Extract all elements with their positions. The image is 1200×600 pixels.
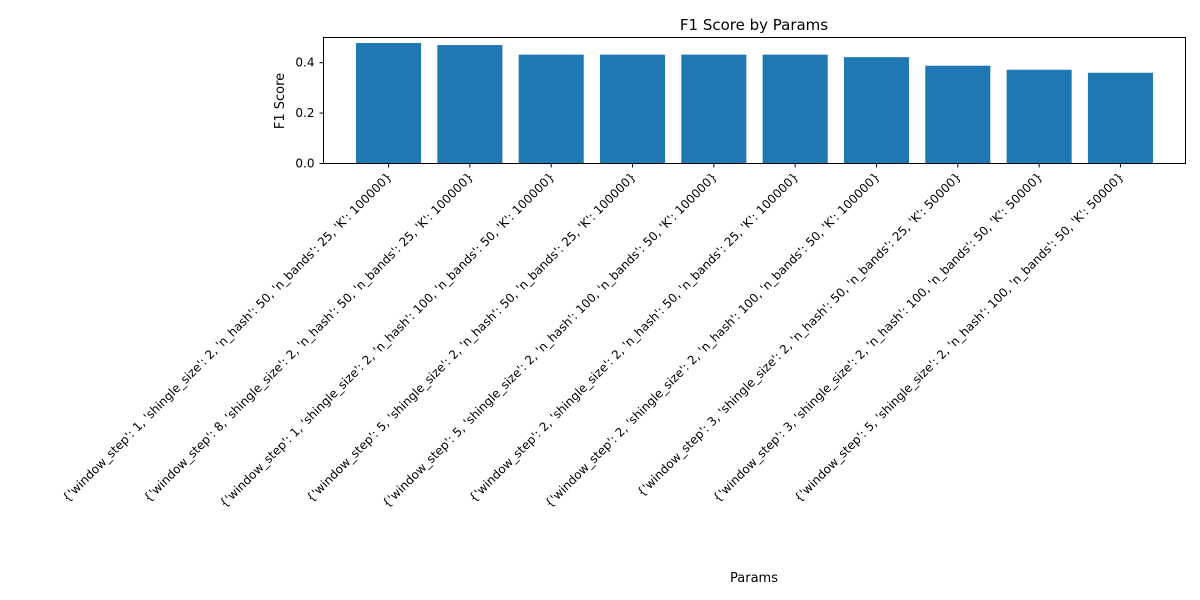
bar-2 xyxy=(437,45,503,164)
bar-8 xyxy=(925,65,991,164)
y-tick-label-2: 0.2 xyxy=(295,106,314,120)
bar-9 xyxy=(1006,69,1072,164)
y-tick-label-1: 0.0 xyxy=(295,157,314,171)
y-tick-label-3: 0.4 xyxy=(295,56,314,70)
x-tick-label-8: {'window_step': 3, 'shingle_size': 2, 'n… xyxy=(634,170,964,500)
bar-4 xyxy=(599,54,666,164)
bar-10 xyxy=(1087,72,1153,164)
bar-5 xyxy=(681,54,747,164)
x-axis-ticks: {'window_step': 1, 'shingle_size': 2, 'n… xyxy=(60,163,1127,510)
bar-6 xyxy=(762,54,828,164)
bar-3 xyxy=(518,54,584,164)
y-axis-ticks: 0.0 0.2 0.4 xyxy=(295,56,324,171)
bars-group xyxy=(356,43,1153,164)
bar-7 xyxy=(843,57,910,164)
x-axis-label: Params xyxy=(730,571,778,586)
bar-1 xyxy=(356,43,422,164)
chart-title: F1 Score by Params xyxy=(680,16,828,34)
y-axis-label: F1 Score xyxy=(273,73,288,129)
plot-frame xyxy=(323,37,1186,164)
